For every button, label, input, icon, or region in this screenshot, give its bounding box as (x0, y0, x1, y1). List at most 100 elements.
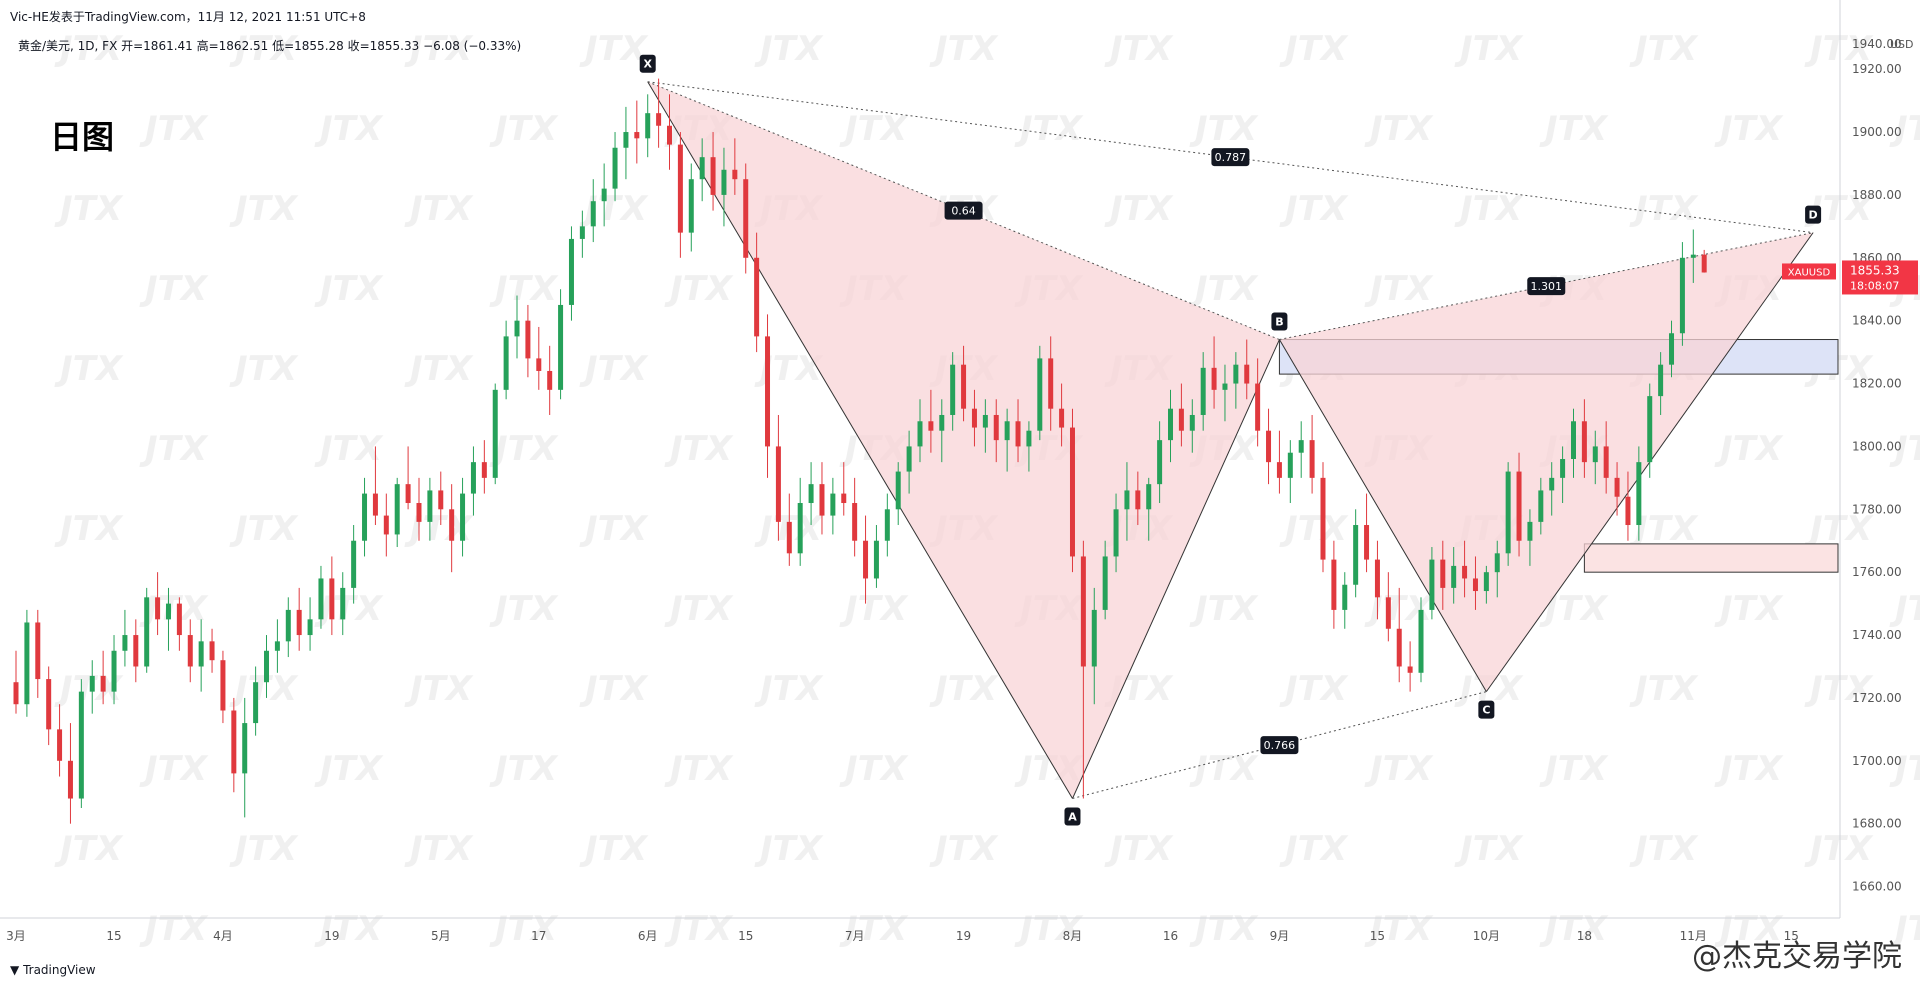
point-label: C (1482, 704, 1490, 717)
candle-body (1472, 578, 1478, 592)
candle-body (362, 493, 368, 541)
ratio-label-bg (1211, 148, 1250, 167)
watermark-text: JTX (229, 509, 299, 549)
candle-body (579, 226, 585, 239)
candle-body (830, 493, 836, 516)
candle-body (1701, 254, 1707, 273)
tradingview-logo-icon: ▼ (10, 963, 20, 977)
candle-body (797, 503, 803, 554)
watermark-text: JTX (1804, 829, 1874, 869)
watermark-text: JTX (1889, 589, 1920, 629)
candle-body (492, 389, 498, 478)
ratio-line (647, 81, 1814, 234)
watermark-text: JTX (1539, 749, 1609, 789)
price-tag-value: 1855.33 (1850, 263, 1900, 277)
watermark-text: JTX (1104, 29, 1174, 69)
y-tick-label: 1720.00 (1852, 691, 1902, 705)
candle-body (1429, 559, 1435, 610)
candle-body (89, 675, 95, 692)
candle-body (1004, 421, 1010, 441)
ratio-label: 0.766 (1264, 739, 1296, 752)
candle-body (1483, 572, 1489, 592)
candle-body (1168, 408, 1174, 441)
candle-body (209, 641, 215, 661)
candle-body (1374, 559, 1380, 598)
symbol-tag: XAUUSD (1788, 267, 1831, 278)
y-tick-label: 1700.00 (1852, 754, 1902, 768)
watermark-text: JTX (489, 589, 559, 629)
watermark-text: JTX (1889, 429, 1920, 469)
watermark-text: JTX (139, 109, 209, 149)
candle-body (460, 493, 466, 541)
candle-body (1505, 471, 1511, 554)
watermark-text: JTX (929, 829, 999, 869)
candle-body (950, 364, 956, 415)
y-tick-label: 1820.00 (1852, 377, 1902, 391)
candle-body (666, 125, 672, 145)
candle-body (721, 169, 727, 195)
candle-body (67, 760, 73, 799)
candle-body (1516, 471, 1522, 541)
watermark-text: JTX (579, 829, 649, 869)
x-tick-label: 18 (1577, 929, 1592, 943)
watermark-text: JTX (839, 909, 909, 949)
pattern-leg (1072, 339, 1280, 799)
watermark-text: JTX (1189, 109, 1259, 149)
candle-body (743, 179, 749, 258)
watermark-text: JTX (664, 909, 734, 949)
candle-body (405, 484, 411, 504)
ratio-label-bg (1260, 736, 1299, 755)
watermark-text: JTX (664, 749, 734, 789)
watermark-text: JTX (229, 349, 299, 389)
point-label-bg (639, 54, 656, 73)
watermark-text: JTX (579, 349, 649, 389)
candle-body (1614, 477, 1620, 497)
watermark-text: JTX (1714, 749, 1784, 789)
candle-body (1026, 430, 1032, 447)
watermark-text: JTX (1454, 189, 1524, 229)
candle-body (1440, 559, 1446, 588)
candle-body (645, 113, 651, 139)
candle-body (253, 682, 259, 724)
candle-body (78, 691, 84, 799)
candle-body (568, 238, 574, 305)
watermark-text: JTX (1889, 749, 1920, 789)
candle-body (732, 169, 738, 180)
watermark-text: JTX (54, 349, 124, 389)
candle-body (917, 421, 923, 447)
candle-body (786, 521, 792, 554)
point-label: D (1809, 209, 1818, 222)
watermark-text: JTX (404, 189, 474, 229)
candle-body (1222, 383, 1228, 390)
watermark-text: JTX (1279, 189, 1349, 229)
x-tick-label: 6月 (638, 929, 658, 943)
candle-body (852, 503, 858, 541)
x-tick-label: 15 (738, 929, 753, 943)
candle-body (1298, 440, 1304, 453)
y-tick-label: 1680.00 (1852, 817, 1902, 831)
x-tick-label: 15 (106, 929, 121, 943)
ratio-label: 0.787 (1215, 151, 1247, 164)
zone-box (1583, 543, 1839, 573)
candle-body (274, 641, 280, 651)
watermark-text: JTX (1629, 29, 1699, 69)
watermark-text: JTX (1189, 269, 1259, 309)
candle-body (122, 635, 128, 651)
candle-body (1091, 609, 1097, 667)
candle-body (971, 408, 977, 428)
candle-body (765, 336, 771, 447)
watermark-text: JTX (839, 109, 909, 149)
x-tick-label: 9月 (1270, 929, 1290, 943)
candle-body (329, 578, 335, 620)
x-tick-label: 7月 (845, 929, 865, 943)
candle-body (1364, 525, 1370, 560)
candle-body (46, 679, 52, 730)
candle-body (623, 132, 629, 148)
watermark-text: JTX (229, 829, 299, 869)
watermark-text: JTX (1364, 749, 1434, 789)
candle-body (1669, 333, 1675, 365)
candle-body (307, 619, 313, 636)
watermark-text: JTX (54, 189, 124, 229)
candle-body (939, 414, 945, 431)
